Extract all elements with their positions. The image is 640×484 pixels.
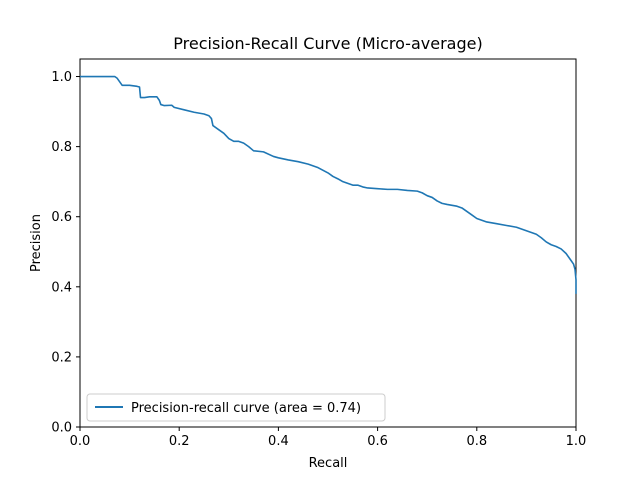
x-tick-label: 1.0: [566, 434, 587, 449]
y-tick-label: 0.8: [51, 140, 72, 155]
pr-curve-line: [80, 75, 577, 294]
x-tick-label: 0.8: [466, 434, 487, 449]
y-tick-label: 0.4: [51, 280, 72, 295]
series-layer: [80, 75, 577, 294]
plot-area: 0.0 0.2 0.4 0.6 0.8 1.0 0.0 0.2 0.4 0.6 0.8 1.0: [51, 58, 587, 449]
y-tick-label: 0.6: [51, 210, 72, 225]
axes-frame: [79, 58, 577, 428]
legend: Precision-recall curve (area = 0.74): [86, 393, 386, 422]
x-tick-label: 0.6: [367, 434, 388, 449]
chart-title: Precision-Recall Curve (Micro-average): [173, 34, 482, 53]
x-tick-label: 0.0: [70, 434, 91, 449]
x-axis-ticks: 0.0 0.2 0.4 0.6 0.8 1.0: [70, 427, 587, 449]
x-axis-label: Recall: [309, 456, 348, 471]
x-tick-label: 0.4: [268, 434, 289, 449]
y-tick-label: 0.0: [51, 421, 72, 436]
legend-frame: [86, 393, 386, 422]
legend-entry-label: Precision-recall curve (area = 0.74): [131, 401, 361, 416]
x-tick-label: 0.2: [169, 434, 190, 449]
y-axis-label: Precision: [29, 214, 44, 272]
y-axis-ticks: 0.0 0.2 0.4 0.6 0.8 1.0: [51, 70, 80, 436]
y-tick-label: 0.2: [51, 350, 72, 365]
y-tick-label: 1.0: [51, 70, 72, 85]
